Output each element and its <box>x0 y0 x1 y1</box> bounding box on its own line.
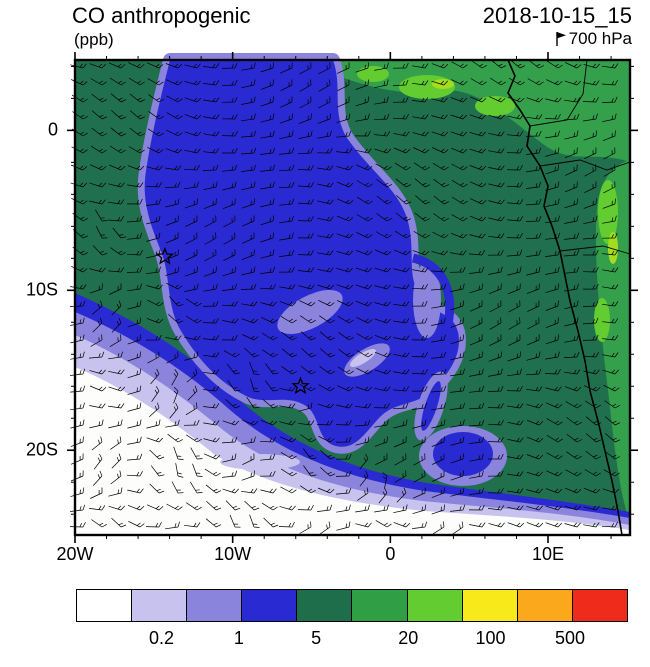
wind-barb-legend-icon <box>555 32 566 46</box>
contour-fill-brightgreen-4 <box>598 180 618 244</box>
wind-barbs-layer <box>69 59 621 535</box>
colorbar-tick-label: 20 <box>398 628 419 648</box>
contour-fill-plume-neck-blue <box>421 381 441 431</box>
contour-fill-inner-periwinkle-1 <box>277 289 343 335</box>
country-border-1 <box>529 59 588 127</box>
contour-fill-inner-lavender <box>350 348 376 368</box>
x-axis-labels: 20W 10W 0 10E <box>56 544 630 568</box>
contour-fill-plume-blue <box>433 432 493 476</box>
colorbar-cell <box>407 590 463 621</box>
contour-fill-hook-blue <box>411 253 455 373</box>
x-tick-label: 0 <box>385 544 396 564</box>
contour-fill-green-east <box>595 160 630 522</box>
wind-barbs <box>69 59 621 535</box>
markers-layer <box>155 246 310 395</box>
y-tick-label: 0 <box>47 119 58 140</box>
colorbar-tick-label: 1 <box>233 628 244 648</box>
contour-fill-yellowgreen-2 <box>608 232 618 264</box>
contour-fill-lavender-streak <box>220 454 300 470</box>
contour-fill-white-ocean <box>75 367 630 535</box>
contour-fill-hook-periwinkle <box>413 262 441 338</box>
valid-time-label: 2018-10-15_15 <box>482 3 632 28</box>
contour-fill-brightgreen-2 <box>475 96 515 116</box>
colorbar-cell <box>132 590 188 621</box>
x-tick-label: 10E <box>531 544 565 564</box>
map-canvas <box>67 52 638 543</box>
star-marker <box>291 376 310 395</box>
colorbar-cell <box>242 590 298 621</box>
colorbar-cell <box>572 590 627 621</box>
y-axis-labels: 0 10S 20S <box>0 60 64 535</box>
colorbar-cell <box>462 590 518 621</box>
colorbar-tick-label: 0.2 <box>149 628 175 648</box>
contour-fill-green-top <box>300 60 630 162</box>
country-border-3 <box>559 245 631 255</box>
contour-fill-brightgreen-5 <box>594 298 610 342</box>
colorbar-cell <box>187 590 243 621</box>
colorbar-tick-label: 5 <box>311 628 322 648</box>
colorbar-tick-label: 500 <box>555 628 586 648</box>
y-tick-label: 20S <box>25 439 58 460</box>
colorbar-cell <box>352 590 408 621</box>
colorbar-cell <box>517 590 573 621</box>
x-tick-label: 10W <box>214 544 252 564</box>
colorbar-cell <box>297 590 353 621</box>
pressure-level-label: 700 hPa <box>554 29 632 49</box>
plot-frame <box>73 58 632 537</box>
colorbar <box>76 589 628 622</box>
contour-fill-yellowgreen-1 <box>432 79 454 89</box>
country-border-2 <box>539 159 631 171</box>
map-plot <box>67 52 638 543</box>
star-marker <box>155 246 175 265</box>
colorbar-tick-label: 100 <box>475 628 506 648</box>
page-title: CO anthropogenic <box>72 3 251 28</box>
pressure-level-text: 700 hPa <box>568 29 632 48</box>
y-tick-label: 10S <box>25 279 58 300</box>
x-tick-label: 20W <box>56 544 94 564</box>
colorbar-cell <box>77 590 133 621</box>
units-label: (ppb) <box>74 30 114 49</box>
contour-fill-brightgreen-3 <box>357 66 389 82</box>
colorbar-labels: 0.2 1 5 20 100 500 <box>76 628 628 650</box>
